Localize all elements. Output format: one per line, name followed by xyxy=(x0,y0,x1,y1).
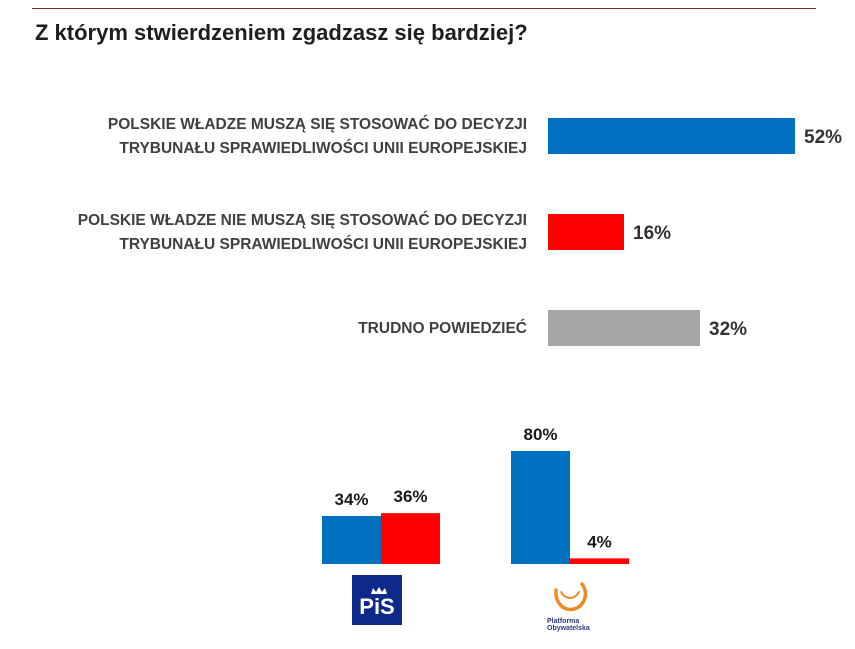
vbar-value-1-1: 34% xyxy=(334,490,368,509)
vbar-2-1 xyxy=(511,451,570,564)
vbar-value-2-2: 4% xyxy=(587,532,612,551)
pis-logo-text: PiS xyxy=(359,594,394,619)
hbar-label-3-line-1: TRUDNO POWIEDZIEĆ xyxy=(358,319,527,337)
vbar-1-1 xyxy=(322,515,381,564)
vbar-value-1-2: 36% xyxy=(393,487,427,506)
vbar-2-2 xyxy=(570,558,629,564)
hbar-value-2: 16% xyxy=(633,223,671,244)
hbar-label-2-line-2: TRYBUNAŁU SPRAWIEDLIWOŚCI UNII EUROPEJSK… xyxy=(119,235,527,253)
hbar-label-1-line-1: POLSKIE WŁADZE MUSZĄ SIĘ STOSOWAĆ DO DEC… xyxy=(108,115,527,133)
hbar-label-2-line-1: POLSKIE WŁADZE NIE MUSZĄ SIĘ STOSOWAĆ DO… xyxy=(78,211,527,229)
crown-icon xyxy=(371,587,387,594)
hbar-label-1-line-2: TRYBUNAŁU SPRAWIEDLIWOŚCI UNII EUROPEJSK… xyxy=(119,139,527,157)
chart-title: Z którym stwierdzeniem zgadzasz się bard… xyxy=(35,20,528,45)
po-logo-swoosh-icon xyxy=(554,582,588,612)
pis-logo xyxy=(352,575,402,625)
hbar-1 xyxy=(548,118,795,154)
top-rule xyxy=(32,8,816,9)
po-logo-text-1: Platforma xyxy=(547,618,579,625)
vbar-1-2 xyxy=(381,513,440,564)
po-logo-text-2: Obywatelska xyxy=(547,625,590,632)
hbar-value-1: 52% xyxy=(804,127,842,148)
hbar-2 xyxy=(548,214,624,250)
hbar-value-3: 32% xyxy=(709,319,747,340)
hbar-3 xyxy=(548,310,700,346)
vbar-value-2-1: 80% xyxy=(523,425,557,444)
po-logo-smile-icon xyxy=(560,591,580,599)
